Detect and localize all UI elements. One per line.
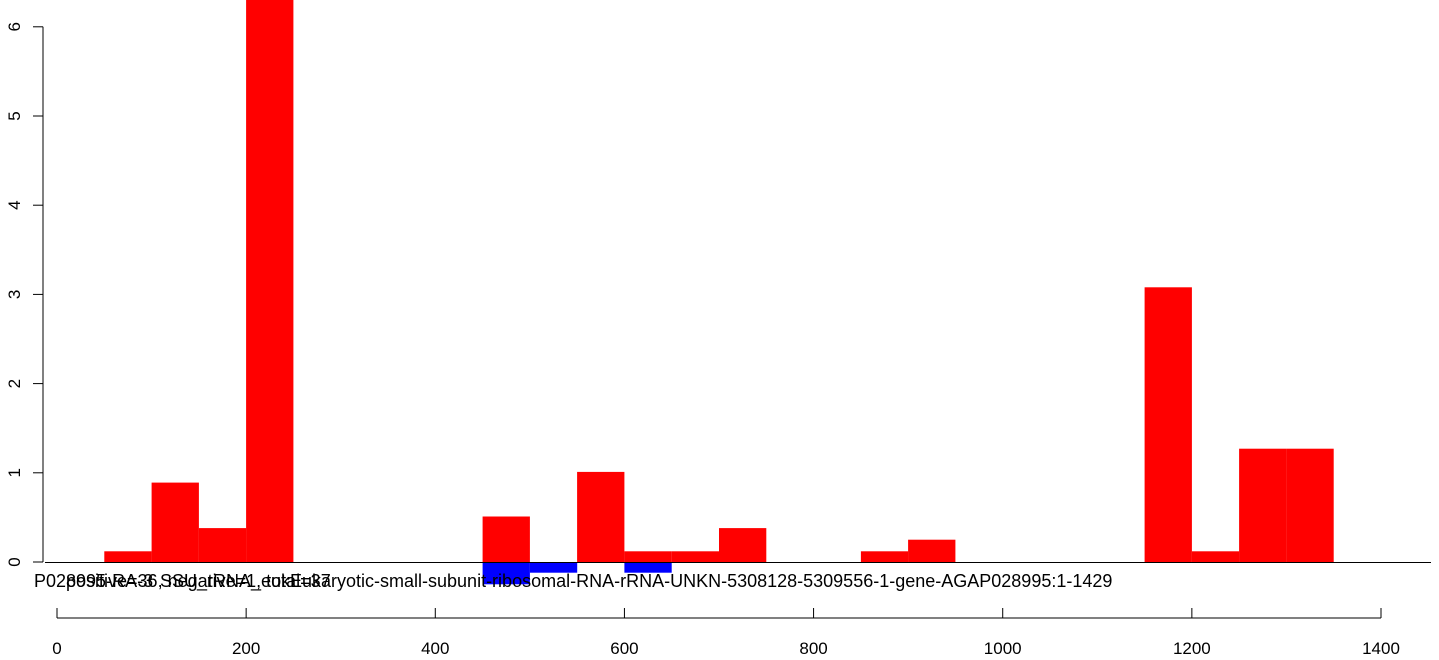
x-tick-label: 200 (232, 639, 260, 658)
positive-bar (577, 471, 625, 562)
x-tick-label: 800 (799, 639, 827, 658)
positive-bar (860, 551, 909, 562)
label-gene-name: Eukaryotic-small-subunit-ribosomal-RNA-r… (290, 571, 1113, 591)
label-rna-class: SSU_rRNA_euk (160, 571, 291, 591)
positive-bar (1239, 448, 1287, 562)
positive-bar (1191, 551, 1240, 562)
y-tick-label: 5 (5, 111, 24, 120)
positive-bar (104, 551, 152, 562)
label-counts: positive=36, negative=1, total=37 (66, 571, 331, 591)
positive-bar (671, 551, 719, 562)
x-tick-label: 400 (421, 639, 449, 658)
x-tick-label: 600 (610, 639, 638, 658)
x-tick-label: 1400 (1362, 639, 1400, 658)
x-axis: 0 200 400 600 800 1000 1200 1400 (52, 608, 1400, 658)
positive-bar (624, 551, 672, 562)
negative-bar (529, 562, 578, 573)
positive-bar (246, 0, 294, 562)
positive-bar (482, 516, 530, 562)
label-transcript-id: P028995-RA-3 (34, 571, 154, 591)
positive-bar (719, 528, 767, 562)
x-tick-label: 1000 (984, 639, 1022, 658)
bars-group (104, 0, 1334, 585)
positive-bar (1286, 448, 1334, 562)
y-tick-label: 0 (5, 557, 24, 566)
y-tick-label: 4 (5, 200, 24, 209)
x-tick-label: 1200 (1173, 639, 1211, 658)
positive-bar (151, 482, 199, 562)
y-tick-label: 2 (5, 379, 24, 388)
positive-bar (198, 528, 247, 562)
negative-bar (624, 562, 672, 573)
positive-bar (1144, 287, 1192, 562)
y-axis: 0 1 2 3 4 5 6 (5, 22, 44, 567)
x-tick-label: 0 (52, 639, 61, 658)
y-tick-label: 3 (5, 290, 24, 299)
y-tick-label: 6 (5, 22, 24, 31)
positive-bar (908, 539, 956, 562)
y-tick-label: 1 (5, 468, 24, 477)
negative-bar (482, 562, 530, 585)
